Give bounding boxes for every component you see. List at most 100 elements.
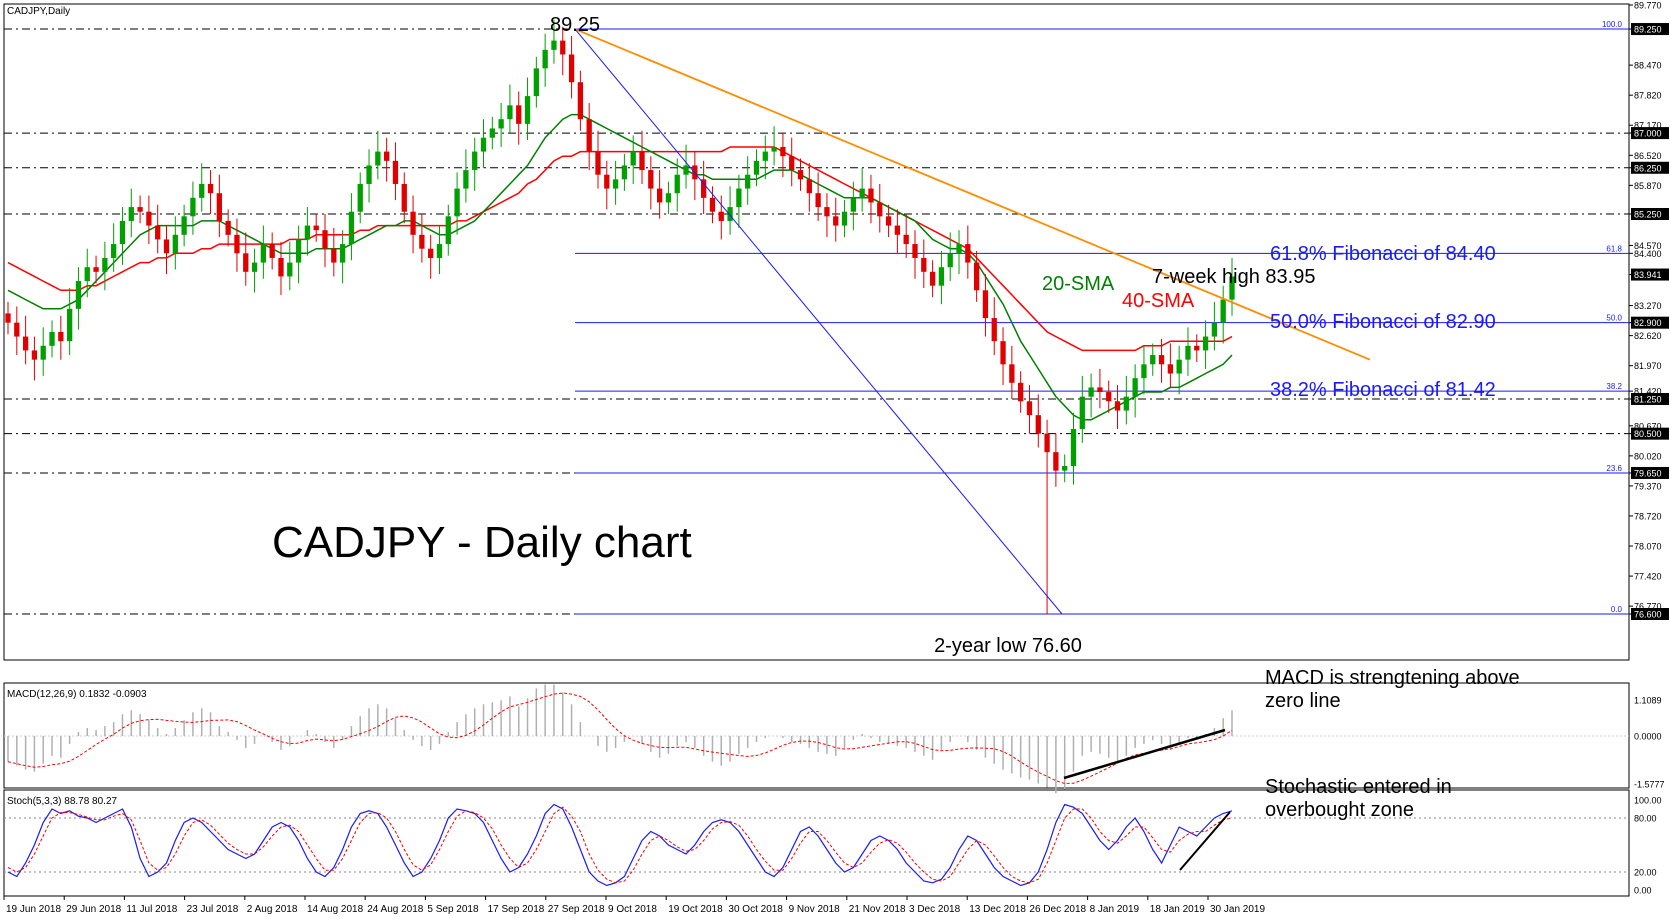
candle-body	[1211, 322, 1218, 337]
candle-body	[313, 225, 319, 231]
candle-body	[1053, 452, 1059, 471]
candle-body	[1220, 299, 1226, 323]
macd-title: MACD(12,26,9) 0.1832 -0.0903	[7, 689, 147, 700]
sma40-line	[7, 146, 1233, 352]
y-tick-label: 81.970	[1634, 361, 1662, 371]
candle-body	[956, 244, 962, 254]
candle-body	[727, 207, 733, 221]
macd-y-tick-label: -1.5777	[1634, 780, 1665, 790]
y-tick-label: 85.870	[1634, 181, 1662, 191]
candle-body	[841, 211, 848, 226]
stoch-y-tick-label: 0.00	[1634, 886, 1652, 896]
candle-body	[1141, 364, 1147, 379]
candle-body	[172, 234, 178, 254]
x-tick-label: 13 Dec 2018	[969, 904, 1026, 915]
candle-body	[612, 179, 619, 189]
candle-body	[119, 220, 126, 245]
x-tick-label: 11 Jul 2018	[126, 904, 177, 915]
candle-body	[295, 239, 302, 263]
candle-body	[1132, 378, 1138, 397]
candle-body	[436, 244, 443, 258]
x-tick-label: 19 Jun 2018	[6, 904, 61, 915]
stochastic-indicator: 100.00 80.00 20.00 0.00	[4, 796, 1662, 896]
trendlines	[574, 28, 1371, 615]
candle-body	[921, 257, 927, 272]
x-tick-label: 9 Nov 2018	[789, 904, 841, 915]
price-level-badge	[1631, 127, 1669, 140]
candle-body	[480, 137, 487, 152]
candle-body	[516, 105, 522, 124]
y-tick-label: 82.900	[1634, 318, 1662, 328]
fib-pct-label: 38.2	[1606, 382, 1622, 391]
candle-body	[929, 271, 936, 286]
price-level-badge	[1631, 392, 1669, 405]
fib-swing-line	[574, 28, 1063, 615]
x-tick-label: 5 Sep 2018	[427, 904, 479, 915]
candle-body	[665, 193, 672, 203]
week-high-label: 7-week high 83.95	[1152, 266, 1315, 288]
candle-body	[269, 244, 275, 258]
candle-body	[5, 313, 11, 323]
high-label: 89.25	[550, 14, 600, 36]
macd-note-line2: zero line	[1265, 690, 1341, 712]
macd-signal-line	[7, 692, 1233, 785]
candle-body	[1167, 364, 1174, 374]
candle-body	[93, 267, 99, 272]
fib-pct-label: 100.0	[1602, 20, 1623, 29]
candle-body	[163, 239, 170, 254]
chart-title: CADJPY - Daily chart	[272, 518, 692, 567]
x-tick-label: 19 Oct 2018	[668, 904, 723, 915]
price-level-badge	[1631, 608, 1669, 620]
candle-body	[815, 193, 821, 208]
candle-body	[489, 128, 495, 138]
stoch-note-line1: Stochastic entered in	[1265, 776, 1452, 798]
candle-body	[463, 170, 469, 189]
candle-body	[260, 244, 267, 263]
candle-body	[14, 322, 20, 337]
candle-body	[225, 220, 231, 235]
candle-body	[1106, 392, 1112, 402]
y-tick-label: 83.270	[1634, 301, 1662, 311]
macd-y-tick-label: 0.0000	[1634, 732, 1662, 742]
candle-body	[753, 160, 760, 175]
candle-body	[833, 216, 839, 226]
x-tick-label: 30 Jan 2019	[1210, 904, 1265, 915]
sma20-label: 20-SMA	[1042, 273, 1115, 295]
x-tick-label: 29 Jun 2018	[66, 904, 121, 915]
moving-averages	[7, 113, 1233, 421]
candle-body	[243, 253, 249, 272]
price-level-badge	[1631, 208, 1669, 221]
candle-body	[366, 165, 372, 184]
y-tick-label: 83.941	[1634, 270, 1662, 280]
candle-body	[331, 248, 337, 263]
candle-body	[428, 248, 434, 258]
candle-body	[1088, 387, 1094, 397]
price-level-badge	[1631, 466, 1669, 479]
fib-pct-label: 50.0	[1606, 314, 1622, 323]
y-tick-label: 82.620	[1634, 331, 1662, 341]
candle-body	[524, 96, 531, 124]
y-tick-label: 89.250	[1634, 25, 1662, 35]
y-tick-label: 86.250	[1634, 163, 1662, 173]
candle-body	[1079, 396, 1085, 430]
candle-body	[375, 151, 381, 166]
candle-body	[216, 193, 222, 221]
candle-body	[507, 105, 513, 120]
candle-body	[973, 262, 980, 291]
y-tick-label: 87.000	[1634, 129, 1662, 139]
candle-body	[903, 234, 909, 245]
candle-body	[938, 267, 945, 286]
y-tick-label: 76.600	[1634, 610, 1662, 620]
fib-pct-label: 61.8	[1606, 244, 1622, 253]
y-tick-label: 81.250	[1634, 394, 1662, 404]
stoch-trend-arrow-line	[1179, 811, 1231, 871]
candle-body	[824, 207, 830, 217]
price-level-badge	[1631, 161, 1669, 174]
candle-body	[1070, 429, 1077, 467]
candle-body	[287, 262, 293, 277]
y-tick-label: 84.570	[1634, 241, 1662, 251]
candle-body	[1185, 345, 1191, 360]
y-tick-label: 80.670	[1634, 421, 1662, 431]
candle-body	[683, 165, 689, 175]
y-tick-label: 85.250	[1634, 210, 1662, 220]
